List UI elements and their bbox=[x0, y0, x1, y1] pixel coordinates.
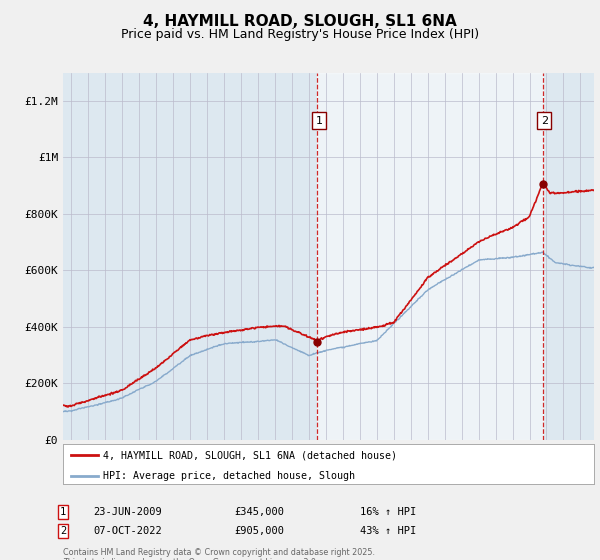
Bar bbox=[317, 73, 542, 440]
Text: 23-JUN-2009: 23-JUN-2009 bbox=[93, 507, 162, 517]
Text: Price paid vs. HM Land Registry's House Price Index (HPI): Price paid vs. HM Land Registry's House … bbox=[121, 28, 479, 41]
Text: 2: 2 bbox=[541, 116, 548, 126]
Text: 2: 2 bbox=[60, 526, 66, 536]
Text: 1: 1 bbox=[316, 116, 322, 126]
Text: 43% ↑ HPI: 43% ↑ HPI bbox=[360, 526, 416, 536]
Text: HPI: Average price, detached house, Slough: HPI: Average price, detached house, Slou… bbox=[103, 470, 355, 480]
Text: £345,000: £345,000 bbox=[234, 507, 284, 517]
Text: 07-OCT-2022: 07-OCT-2022 bbox=[93, 526, 162, 536]
Text: 1: 1 bbox=[60, 507, 66, 517]
Text: 4, HAYMILL ROAD, SLOUGH, SL1 6NA (detached house): 4, HAYMILL ROAD, SLOUGH, SL1 6NA (detach… bbox=[103, 450, 397, 460]
Text: £905,000: £905,000 bbox=[234, 526, 284, 536]
Text: 16% ↑ HPI: 16% ↑ HPI bbox=[360, 507, 416, 517]
Text: 4, HAYMILL ROAD, SLOUGH, SL1 6NA: 4, HAYMILL ROAD, SLOUGH, SL1 6NA bbox=[143, 14, 457, 29]
Text: Contains HM Land Registry data © Crown copyright and database right 2025.
This d: Contains HM Land Registry data © Crown c… bbox=[63, 548, 375, 560]
